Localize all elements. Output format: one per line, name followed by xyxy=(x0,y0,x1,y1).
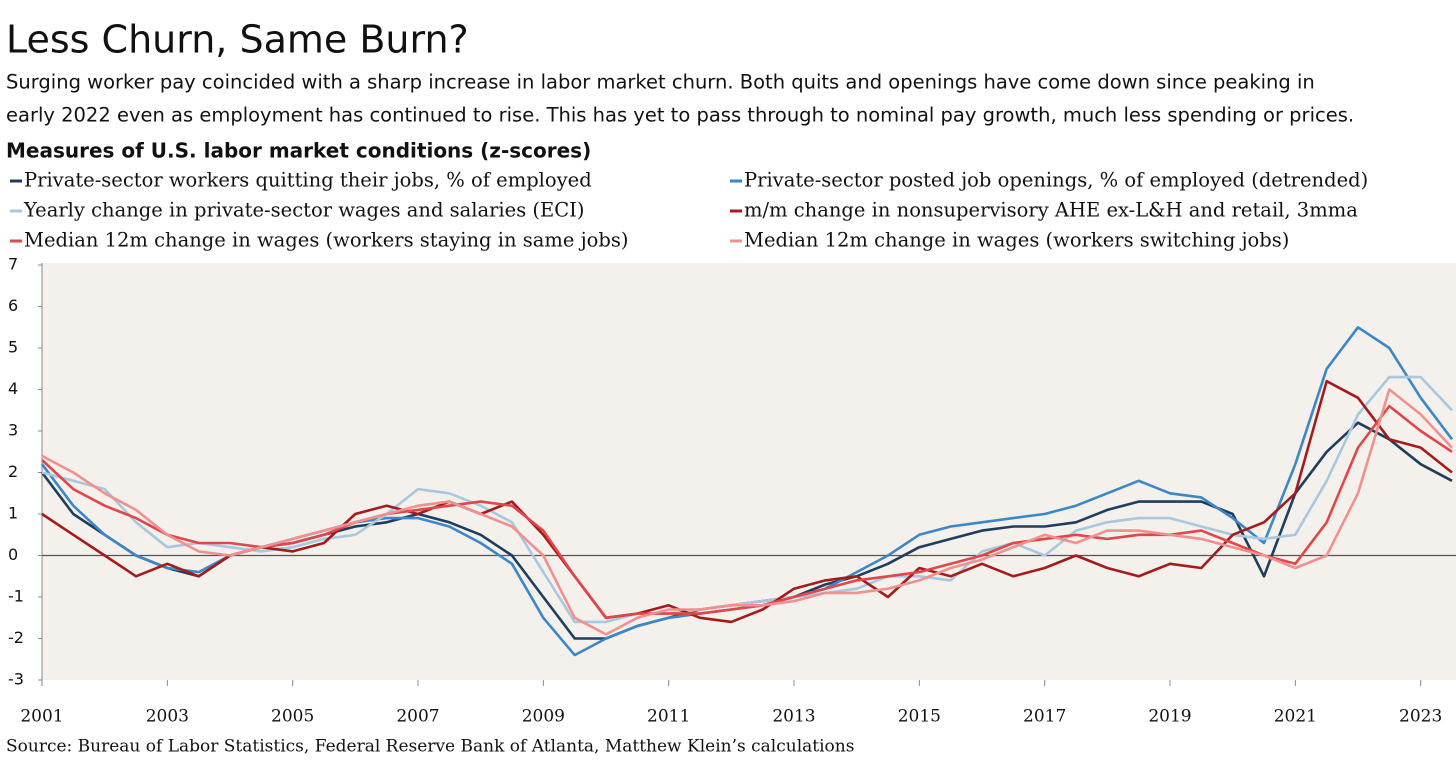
x-tick-label: 2017 xyxy=(1023,707,1066,727)
source: Source: Bureau of Labor Statistics, Fede… xyxy=(6,737,854,757)
x-tick-label: 2019 xyxy=(1148,707,1191,727)
subtitle: early 2022 even as employment has contin… xyxy=(6,104,1354,127)
series-line xyxy=(41,404,1453,620)
legend-label: Private-sector posted job openings, % of… xyxy=(744,169,1368,192)
legend-label: Median 12m change in wages (workers stay… xyxy=(24,229,628,252)
y-tick-label: 2 xyxy=(8,462,18,481)
x-tick-label: 2003 xyxy=(146,707,189,727)
y-tick-label: 0 xyxy=(8,545,18,564)
legend-label: Yearly change in private-sector wages an… xyxy=(23,199,585,222)
legend-label: Median 12m change in wages (workers swit… xyxy=(744,229,1289,252)
x-tick-label: 2009 xyxy=(522,707,565,727)
legend-label: Private-sector workers quitting their jo… xyxy=(24,169,592,192)
x-tick-label: 2015 xyxy=(898,707,941,727)
plot-area xyxy=(42,263,1456,680)
legend-label: m/m change in nonsupervisory AHE ex-L&H … xyxy=(744,199,1358,222)
x-tick-label: 2001 xyxy=(20,707,63,727)
y-tick-label: 7 xyxy=(8,255,18,274)
x-tick-label: 2013 xyxy=(772,707,815,727)
x-tick-label: 2005 xyxy=(271,707,314,727)
series-line xyxy=(41,388,1453,636)
y-tick-label: 4 xyxy=(8,379,18,398)
y-tick-label: 5 xyxy=(8,338,18,357)
y-tick-label: 6 xyxy=(8,296,18,315)
x-tick-label: 2021 xyxy=(1274,707,1317,727)
y-tick-label: -1 xyxy=(8,587,24,606)
y-tick-label: -2 xyxy=(8,628,24,647)
y-tick-label: -3 xyxy=(8,670,24,689)
subtitle: Surging worker pay coincided with a shar… xyxy=(6,71,1315,94)
chart-title: Less Churn, Same Burn? xyxy=(6,18,469,62)
x-tick-label: 2007 xyxy=(396,707,439,727)
series-line xyxy=(41,379,1453,624)
y-tick-label: 1 xyxy=(8,504,18,523)
y-tick-label: 3 xyxy=(8,421,18,440)
x-tick-label: 2011 xyxy=(647,707,690,727)
chart-subtitle: Measures of U.S. labor market conditions… xyxy=(6,139,591,163)
x-tick-label: 2023 xyxy=(1399,707,1442,727)
